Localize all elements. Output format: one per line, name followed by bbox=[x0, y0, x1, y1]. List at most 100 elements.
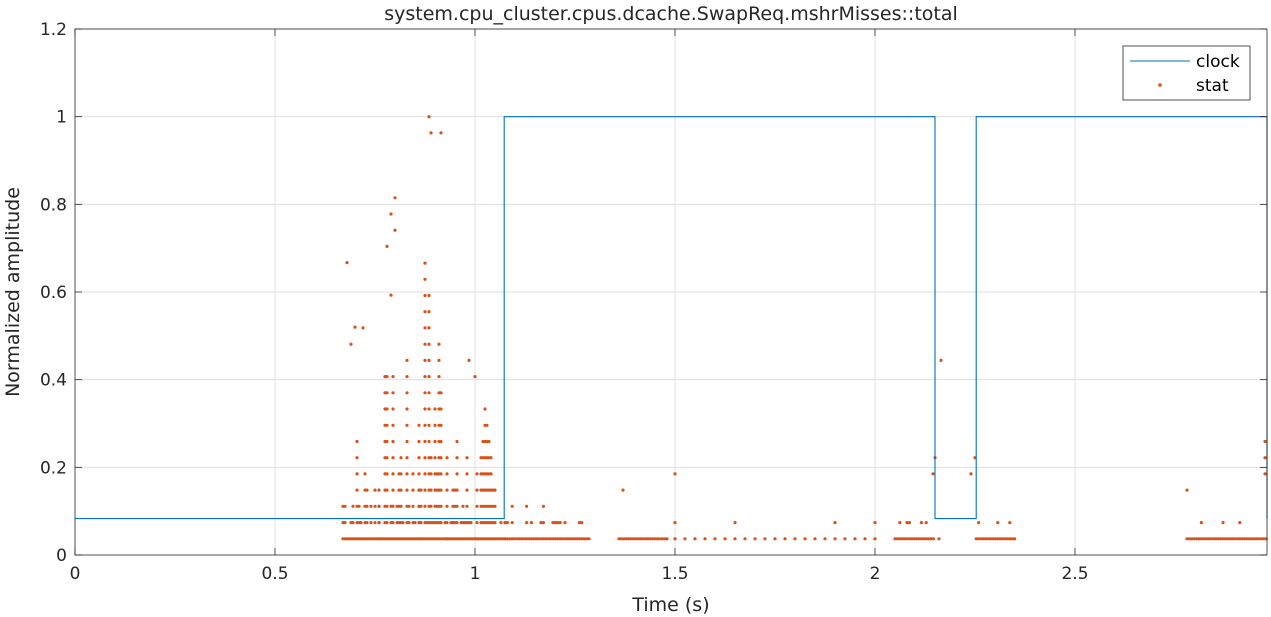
stat-point bbox=[565, 537, 570, 541]
stat-point bbox=[455, 456, 459, 460]
stat-point bbox=[1247, 537, 1251, 541]
stat-point bbox=[924, 521, 928, 525]
stat-point bbox=[489, 472, 493, 476]
stat-point bbox=[489, 456, 493, 460]
stat-point bbox=[437, 358, 441, 362]
stat-point bbox=[1228, 537, 1232, 541]
stat-point bbox=[385, 391, 389, 395]
stat-point bbox=[624, 537, 628, 541]
stat-point bbox=[541, 521, 546, 525]
stat-point bbox=[522, 537, 526, 541]
ticks: 0 0.5 1 1.5 2 2.5 0 0.2 0.4 0.6 0.8 1 1.2 bbox=[40, 20, 1267, 584]
stat-point bbox=[641, 537, 645, 541]
stat-point bbox=[505, 537, 509, 541]
chart-title: system.cpu_cluster.cpus.dcache.SwapReq.m… bbox=[384, 3, 958, 25]
stat-point bbox=[445, 521, 449, 525]
stat-point bbox=[423, 293, 427, 298]
stat-point bbox=[433, 456, 437, 460]
stat-point bbox=[793, 537, 797, 541]
stat-point bbox=[541, 504, 546, 508]
stat-point bbox=[399, 504, 403, 508]
stat-point bbox=[577, 537, 582, 541]
stat-point bbox=[996, 537, 1000, 541]
stat-point bbox=[385, 488, 389, 492]
stat-point bbox=[423, 423, 427, 427]
stat-point bbox=[1013, 537, 1017, 541]
stat-point bbox=[445, 472, 449, 476]
stat-point bbox=[549, 537, 553, 541]
stat-point bbox=[539, 521, 543, 525]
stat-point bbox=[427, 407, 431, 411]
stat-point bbox=[465, 472, 469, 476]
stat-point bbox=[405, 456, 409, 460]
stat-point bbox=[515, 537, 519, 541]
stat-point bbox=[539, 537, 543, 541]
stat-point bbox=[910, 537, 914, 541]
stat-point bbox=[556, 521, 560, 525]
stat-point bbox=[833, 537, 837, 541]
stat-point bbox=[653, 537, 657, 541]
stat-point bbox=[991, 537, 995, 541]
stat-point bbox=[391, 472, 395, 476]
stat-point bbox=[693, 537, 697, 541]
stat-point bbox=[763, 537, 767, 541]
stat-point bbox=[534, 537, 538, 541]
stat-point bbox=[473, 375, 477, 379]
stat-point bbox=[658, 537, 662, 541]
legend-stat-swatch bbox=[1158, 83, 1162, 87]
stat-point bbox=[445, 488, 449, 492]
stat-point bbox=[580, 521, 584, 525]
stat-point bbox=[1190, 537, 1194, 541]
stat-point bbox=[823, 537, 827, 541]
stat-point bbox=[510, 521, 514, 525]
stat-point bbox=[391, 407, 395, 411]
stat-point bbox=[385, 472, 389, 476]
stat-point bbox=[423, 358, 427, 362]
stat-point bbox=[445, 504, 449, 508]
stat-point bbox=[873, 521, 877, 525]
stat-point bbox=[393, 196, 397, 200]
stat-point bbox=[385, 456, 389, 460]
stat-point bbox=[517, 537, 522, 541]
stat-point bbox=[493, 488, 497, 492]
stat-point bbox=[893, 537, 897, 541]
stat-point bbox=[355, 488, 359, 492]
clock-series-line bbox=[75, 116, 1268, 520]
stat-point bbox=[529, 537, 534, 541]
stat-point bbox=[673, 472, 677, 476]
stat-point bbox=[974, 537, 978, 541]
stat-point bbox=[663, 537, 667, 541]
stat-point bbox=[986, 537, 990, 541]
stat-point bbox=[1008, 537, 1012, 541]
stat-point bbox=[377, 488, 381, 492]
stat-point bbox=[558, 521, 562, 525]
stat-point bbox=[1010, 537, 1014, 541]
stat-point bbox=[385, 504, 389, 508]
stat-point bbox=[919, 537, 924, 541]
stat-point bbox=[619, 537, 624, 541]
stat-point bbox=[423, 391, 427, 395]
stat-point bbox=[475, 521, 479, 525]
stat-point bbox=[931, 537, 936, 541]
stat-point bbox=[429, 131, 433, 135]
stat-point bbox=[405, 439, 409, 444]
stat-point bbox=[525, 521, 529, 525]
stat-point bbox=[427, 358, 431, 362]
stat-point bbox=[587, 537, 591, 541]
stat-point bbox=[391, 456, 395, 460]
stat-point bbox=[427, 439, 431, 444]
stat-point bbox=[723, 537, 727, 541]
stat-point bbox=[622, 537, 626, 541]
y-tick-label: 0.2 bbox=[40, 458, 67, 478]
stat-point bbox=[655, 537, 660, 541]
stat-point bbox=[461, 504, 465, 508]
stat-point bbox=[1199, 521, 1203, 525]
stat-point bbox=[922, 537, 926, 541]
stat-point bbox=[585, 537, 589, 541]
stat-point bbox=[582, 537, 586, 541]
stat-point bbox=[1204, 537, 1208, 541]
stat-point bbox=[391, 521, 395, 525]
stat-point bbox=[437, 375, 441, 379]
stat-point bbox=[639, 537, 643, 541]
